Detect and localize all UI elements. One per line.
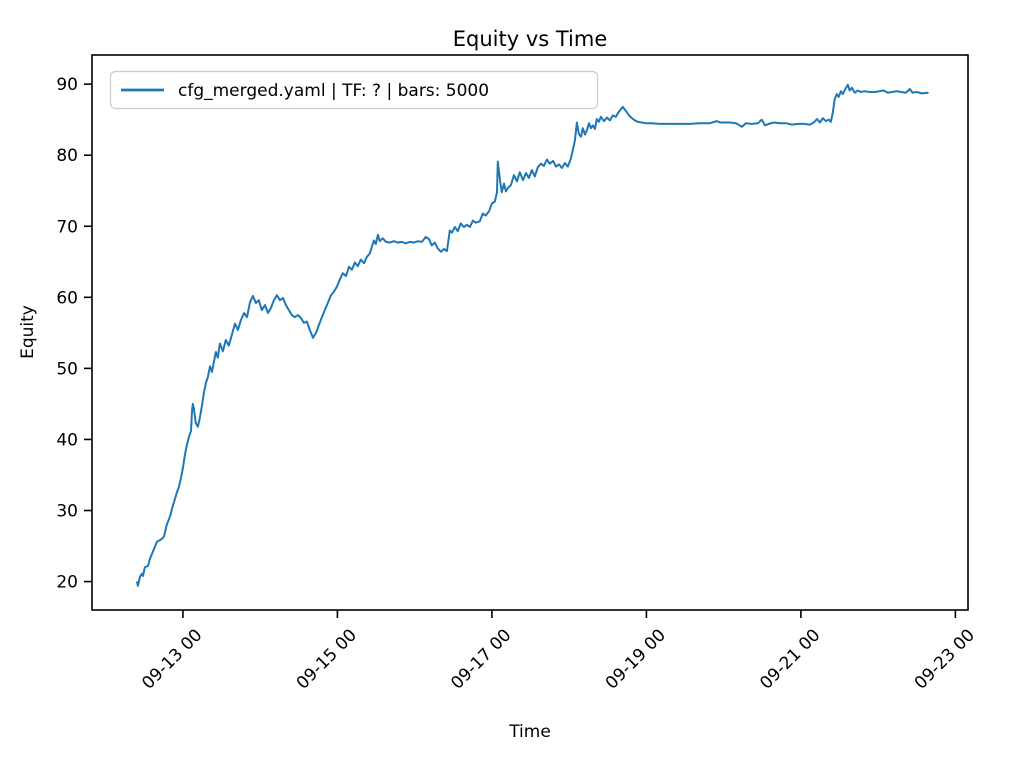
legend: cfg_merged.yaml | TF: ? | bars: 5000 xyxy=(109,70,599,110)
x-axis-label: Time xyxy=(508,722,551,742)
x-tick-label: 09-13 00 xyxy=(138,625,206,693)
x-tick-label: 09-15 00 xyxy=(293,625,361,693)
y-tick-label: 30 xyxy=(56,502,78,522)
y-tick-label: 50 xyxy=(56,359,78,379)
y-tick-label: 60 xyxy=(56,288,78,308)
legend-series-label: cfg_merged.yaml | TF: ? | bars: 5000 xyxy=(178,81,489,101)
x-tick-label: 09-21 00 xyxy=(756,625,824,693)
y-tick-label: 70 xyxy=(56,217,78,237)
x-axis-ticks: 09-13 00 09-15 00 09-17 00 09-19 00 09-21 00… xyxy=(138,610,979,694)
x-tick-label: 09-23 00 xyxy=(911,625,979,693)
y-axis-ticks: 20 30 40 50 60 70 80 90 xyxy=(56,75,92,593)
y-tick-label: 40 xyxy=(56,430,78,450)
equity-curve-line xyxy=(136,83,929,587)
y-tick-label: 80 xyxy=(56,146,78,166)
y-axis-label: Equity xyxy=(18,305,38,359)
y-tick-label: 90 xyxy=(56,75,78,95)
chart-title: Equity vs Time xyxy=(453,27,608,51)
plot-frame xyxy=(91,54,969,611)
x-tick-label: 09-19 00 xyxy=(602,625,670,693)
x-tick-label: 09-17 00 xyxy=(447,625,515,693)
legend-box xyxy=(109,70,599,110)
y-tick-label: 20 xyxy=(56,573,78,593)
